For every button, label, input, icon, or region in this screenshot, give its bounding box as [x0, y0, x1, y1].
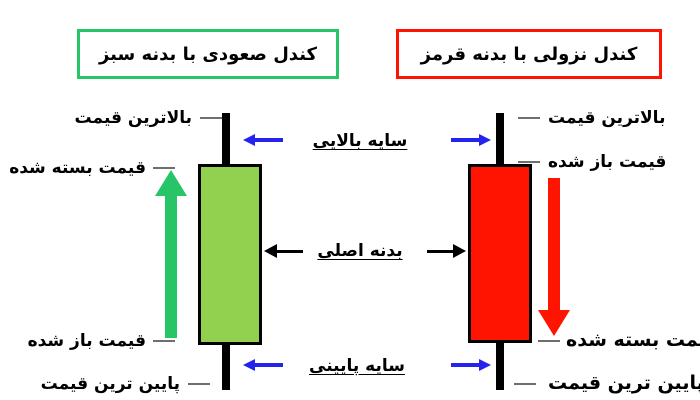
arrow-shaft — [451, 138, 479, 142]
price-down-arrow-icon — [538, 178, 570, 336]
bullish-highest-price-label: بالاترین قیمت — [74, 108, 192, 128]
arrow-head — [243, 134, 255, 146]
up-arrow-shaft — [165, 196, 177, 338]
upper-shadow-label: سایه بالایی — [312, 131, 408, 151]
bearish-close-price-label: قیمت بسته شده — [566, 329, 700, 351]
bearish-title: کندل نزولی با بدنه قرمز — [420, 43, 638, 65]
upper-shadow-arrow-left-icon — [243, 133, 283, 147]
bearish-highest-price-label: بالاترین قیمت — [548, 108, 666, 128]
leader-tick — [200, 117, 222, 119]
leader-tick — [153, 340, 175, 342]
lower-shadow-arrow-left-icon — [243, 358, 283, 372]
price-up-arrow-icon — [155, 170, 187, 338]
leader-tick — [538, 340, 560, 342]
arrow-shaft — [427, 249, 453, 253]
bearish-lowest-price-label: پایین ترین قیمت — [548, 372, 700, 394]
leader-tick — [153, 167, 175, 169]
leader-tick — [188, 383, 210, 385]
up-arrow-head — [155, 170, 187, 196]
down-arrow-shaft — [548, 178, 560, 310]
arrow-head — [479, 359, 491, 371]
upper-shadow-arrow-right-icon — [451, 133, 491, 147]
arrow-head — [243, 359, 255, 371]
leader-tick — [514, 383, 536, 385]
bullish-title-box: کندل صعودی با بدنه سبز — [77, 29, 339, 79]
arrow-head — [453, 244, 466, 258]
arrow-shaft — [277, 249, 303, 253]
main-body-arrow-left-icon — [264, 244, 303, 258]
arrow-shaft — [255, 363, 283, 367]
leader-tick — [518, 161, 540, 163]
bearish-title-box: کندل نزولی با بدنه قرمز — [396, 29, 662, 79]
arrow-shaft — [451, 363, 479, 367]
lower-shadow-arrow-right-icon — [451, 358, 491, 372]
leader-tick — [518, 117, 540, 119]
bullish-candle-body — [198, 164, 262, 345]
bullish-lowest-price-label: پایین ترین قیمت — [40, 374, 180, 394]
bullish-close-price-label: قیمت بسته شده — [9, 158, 146, 178]
main-body-arrow-right-icon — [427, 244, 466, 258]
bearish-candle-body — [468, 164, 532, 343]
main-body-label: بدنه اصلی — [317, 241, 403, 261]
lower-shadow-label: سایه پایینی — [309, 356, 405, 376]
bullish-open-price-label: قیمت باز شده — [27, 331, 146, 351]
bearish-open-price-label: قیمت باز شده — [548, 152, 667, 172]
arrow-shaft — [255, 138, 283, 142]
arrow-head — [264, 244, 277, 258]
down-arrow-head — [538, 310, 570, 336]
bullish-title: کندل صعودی با بدنه سبز — [98, 43, 318, 65]
arrow-head — [479, 134, 491, 146]
